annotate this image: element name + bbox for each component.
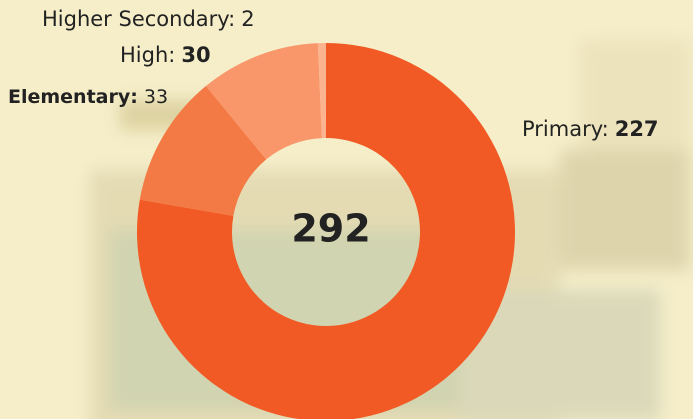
slice-label: High:30 (120, 43, 211, 67)
value-label: 30 (181, 43, 210, 67)
category-label: Elementary: (8, 86, 138, 108)
slice-label: Elementary: 33 (8, 86, 168, 108)
slice-label: Higher Secondary:2 (42, 7, 255, 31)
category-label: High: (120, 43, 175, 67)
category-label: Higher Secondary: (42, 7, 235, 31)
value-label: 2 (241, 7, 254, 31)
slice-label: Primary:227 (522, 117, 659, 141)
center-total: 292 (291, 207, 370, 251)
chart: 292 Primary:227 Elementary: 33 High:30 Highe… (0, 0, 693, 419)
category-label: Primary: (522, 117, 609, 141)
value-label: 227 (615, 117, 659, 141)
value-label: 33 (144, 86, 168, 108)
